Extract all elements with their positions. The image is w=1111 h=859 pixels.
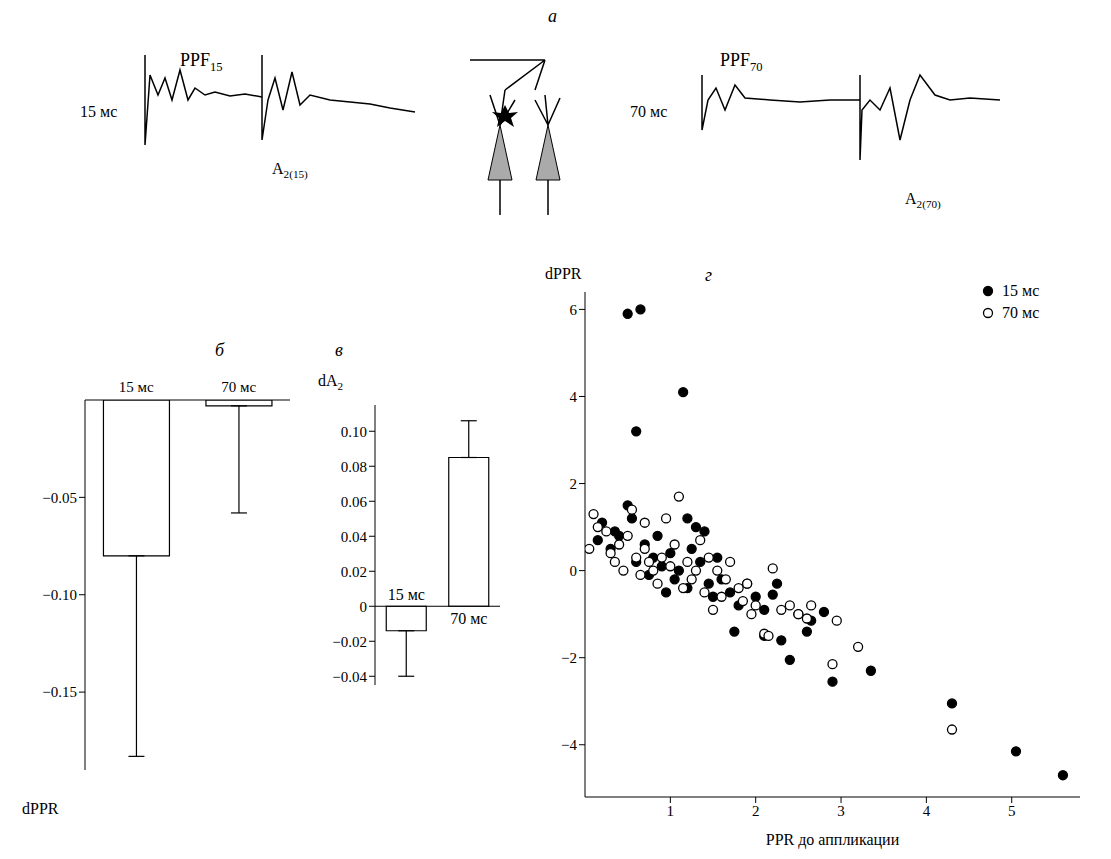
svg-text:70 мс: 70 мс: [450, 610, 487, 627]
svg-text:PPR до аппликации: PPR до аппликации: [766, 831, 900, 849]
svg-text:0.04: 0.04: [341, 529, 368, 545]
html-text:dPPR: dPPR: [545, 265, 582, 282]
html-text:в: в: [335, 340, 343, 360]
svg-text:0.08: 0.08: [341, 459, 367, 475]
html-text:70 мс: 70 мс: [1002, 304, 1040, 321]
svg-text:0: 0: [360, 599, 368, 615]
svg-text:−0.10: −0.10: [42, 587, 77, 603]
svg-text:0.06: 0.06: [341, 494, 368, 510]
svg-text:2: 2: [752, 803, 760, 819]
svg-text:4: 4: [923, 803, 931, 819]
html-text:dA2: dA2: [318, 372, 344, 393]
svg-text:5: 5: [1008, 803, 1016, 819]
html-text:A2(15): A2(15): [272, 160, 308, 181]
html-text:dPPR: dPPR: [22, 800, 59, 817]
svg-text:3: 3: [837, 803, 845, 819]
svg-text:0.10: 0.10: [341, 424, 367, 440]
html-text:PPF15: PPF15: [180, 50, 223, 74]
html-text:A2(70): A2(70): [905, 190, 941, 211]
html-text:70 мс: 70 мс: [630, 103, 668, 120]
svg-text:1: 1: [667, 803, 675, 819]
svg-text:−0.05: −0.05: [42, 490, 77, 506]
svg-text:−4: −4: [561, 737, 577, 753]
html-text:а: а: [548, 6, 557, 26]
html-text:б: б: [215, 340, 225, 360]
svg-text:70 мс: 70 мс: [221, 379, 256, 395]
svg-text:15 мс: 15 мс: [388, 586, 425, 603]
svg-text:0: 0: [570, 563, 578, 579]
svg-text:15 мс: 15 мс: [119, 379, 154, 395]
svg-text:−0.15: −0.15: [42, 684, 77, 700]
html-text:г: г: [705, 265, 712, 285]
html-text:15 мс: 15 мс: [80, 103, 118, 120]
svg-text:4: 4: [570, 389, 578, 405]
svg-text:−0.04: −0.04: [332, 669, 367, 685]
svg-text:2: 2: [570, 476, 578, 492]
html-text:15 мс: 15 мс: [1002, 282, 1040, 299]
html-text:PPF70: PPF70: [720, 50, 763, 74]
svg-text:6: 6: [570, 302, 578, 318]
svg-text:0.02: 0.02: [341, 564, 367, 580]
svg-text:−0.02: −0.02: [332, 634, 367, 650]
svg-text:−2: −2: [561, 650, 577, 666]
